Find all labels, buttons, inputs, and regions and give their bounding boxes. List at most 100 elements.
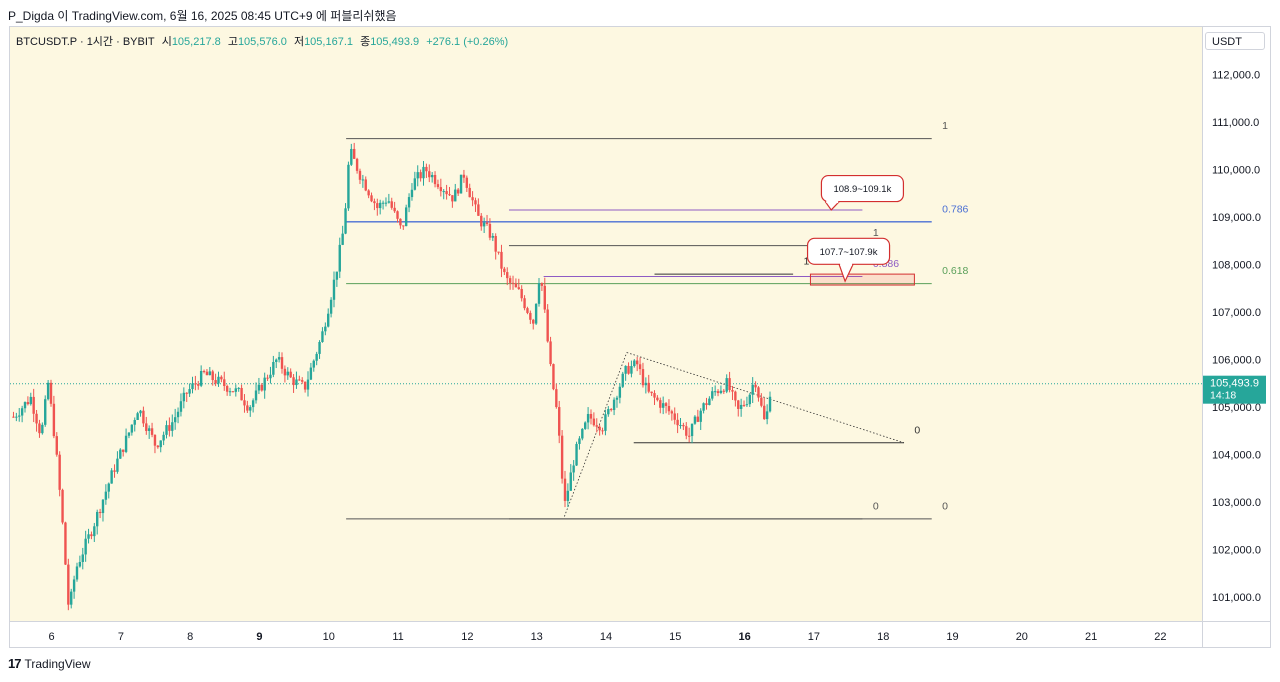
candle-body <box>283 368 287 376</box>
candle-body <box>35 413 38 424</box>
close-label: 종 <box>360 36 371 48</box>
candle-body <box>650 391 653 394</box>
low-label: 저 <box>293 36 305 48</box>
candle-body <box>474 200 477 205</box>
candle-body <box>459 174 463 194</box>
candle-body <box>768 396 772 412</box>
candle-body <box>511 282 515 284</box>
candle-body <box>220 376 223 380</box>
candle-body <box>581 428 584 439</box>
candle-body <box>321 331 324 342</box>
candle-body <box>696 416 700 422</box>
candle-body <box>402 225 405 227</box>
candle-body <box>72 579 76 592</box>
candle-body <box>477 204 480 216</box>
candle-body <box>760 397 763 406</box>
candle-body <box>601 430 604 432</box>
candle-body <box>358 170 362 180</box>
candle-body <box>494 235 497 252</box>
tradingview-logo[interactable]: 17 TradingView <box>8 656 91 671</box>
candle-body <box>29 396 32 405</box>
candle-body <box>615 397 619 400</box>
candle-body <box>208 371 212 376</box>
candle-body <box>448 194 451 196</box>
candle-body <box>41 424 44 434</box>
callout-pointer <box>824 201 840 211</box>
trend-line[interactable] <box>626 352 905 444</box>
candle-body <box>84 538 87 555</box>
candle-body <box>286 371 289 376</box>
symbol-name[interactable]: BTCUSDT.P · 1시간 · BYBIT <box>16 36 155 48</box>
candle-body <box>725 378 728 392</box>
candle-body <box>757 387 760 398</box>
x-tick-label: 15 <box>669 631 681 643</box>
candle-body <box>373 201 376 204</box>
currency-button[interactable]: USDT <box>1205 32 1265 50</box>
candle-body <box>390 201 393 208</box>
y-tick-label: 107,000.0 <box>1212 307 1261 319</box>
candle-body <box>728 378 731 391</box>
candle-body <box>90 534 93 537</box>
tradingview-logo-icon: 17 <box>8 656 22 671</box>
fib-level-label: 0.786 <box>942 203 968 215</box>
candle-body <box>451 195 454 202</box>
candle-body <box>119 449 122 459</box>
candle-body <box>344 208 347 234</box>
candle-body <box>350 148 353 165</box>
candle-body <box>575 443 578 466</box>
brand-name: TradingView <box>24 656 91 671</box>
candle-body <box>93 526 96 537</box>
open-value: 105,217.8 <box>171 36 221 48</box>
candle-body <box>55 436 58 455</box>
candle-body <box>44 399 47 425</box>
candle-body <box>670 411 674 414</box>
candle-body <box>543 285 546 310</box>
publish-attribution: P_Digda 이 TradingView.com, 6월 16, 2025 0… <box>8 9 397 23</box>
candle-body <box>329 299 333 314</box>
candle-body <box>763 405 766 420</box>
candle-body <box>436 184 440 188</box>
candle-body <box>133 419 136 425</box>
candle-body <box>754 384 757 388</box>
candle-body <box>661 403 665 408</box>
candle-body <box>378 202 382 209</box>
candle-body <box>517 287 520 289</box>
candle-body <box>113 470 116 472</box>
y-tick-label: 109,000.0 <box>1212 212 1261 224</box>
candle-body <box>303 381 307 390</box>
candle-body <box>523 298 526 309</box>
price-callout[interactable]: 107.7~107.9k <box>806 237 891 283</box>
candle-body <box>456 189 460 194</box>
candle-body <box>136 413 139 420</box>
candle-body <box>353 148 356 159</box>
candle-body <box>179 401 183 412</box>
candle-body <box>563 478 567 501</box>
candle-body <box>430 174 434 178</box>
candle-body <box>555 389 558 408</box>
fib-level-label: 1 <box>804 256 810 268</box>
candle-body <box>647 382 650 392</box>
candle-body <box>49 382 53 404</box>
candle-body <box>751 384 754 395</box>
candle-body <box>202 371 206 373</box>
x-tick-label: 16 <box>738 631 750 643</box>
candle-body <box>719 390 723 394</box>
candle-body <box>491 235 495 238</box>
candle-body <box>598 426 601 431</box>
candle-body <box>534 303 538 324</box>
candle-body <box>638 364 642 370</box>
price-tag-value: 105,493.9 <box>1210 378 1259 390</box>
x-tick-label: 19 <box>946 631 958 643</box>
callout-box <box>820 174 905 203</box>
candle-body <box>81 554 84 563</box>
candle-body <box>514 283 518 288</box>
target-zone[interactable] <box>809 273 915 286</box>
candle-body <box>393 207 396 212</box>
candle-body <box>633 360 636 367</box>
trend-line[interactable] <box>564 352 628 517</box>
candle-body <box>98 511 102 514</box>
candle-body <box>185 392 188 394</box>
candle-body <box>318 341 321 354</box>
price-callout[interactable]: 108.9~109.1k <box>820 174 905 211</box>
